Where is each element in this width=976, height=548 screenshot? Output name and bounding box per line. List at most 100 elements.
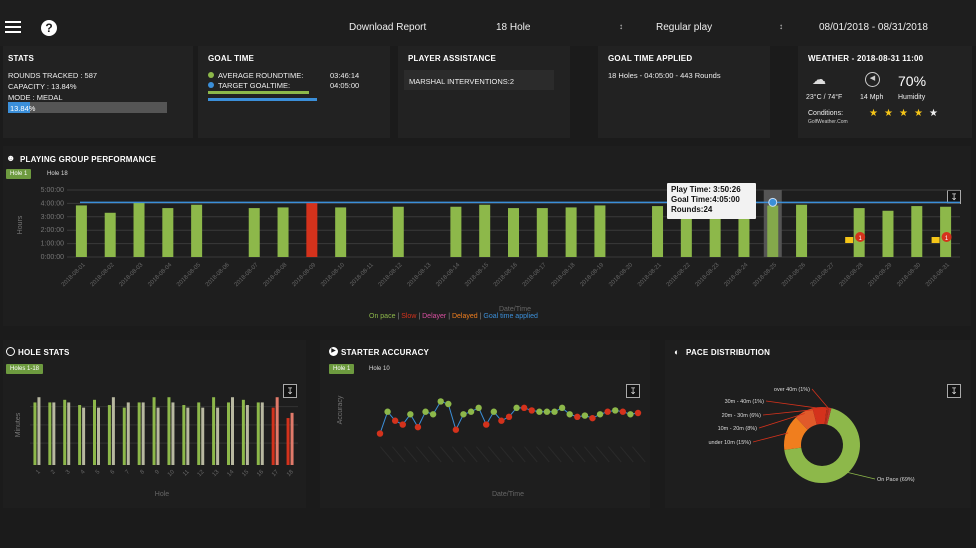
y-tick-label: 2:00:00 — [41, 227, 64, 234]
bar — [162, 208, 174, 257]
rounds-tracked: ROUNDS TRACKED : 587 — [8, 71, 98, 80]
x-tick-label: 4 — [80, 469, 87, 476]
download-icon[interactable]: ↧ — [283, 384, 297, 398]
data-point — [604, 408, 611, 415]
weather-panel — [798, 46, 972, 138]
x-tick-label: 10 — [167, 469, 176, 478]
x-axis-label: Hole — [155, 491, 170, 498]
x-tick-label: 2018-08-01 — [61, 262, 87, 288]
bar — [335, 207, 347, 257]
y-axis-label: Hours — [17, 215, 24, 234]
humidity-label: Humidity — [898, 94, 926, 101]
cloud-rain-icon: ☁ — [812, 71, 826, 87]
pie-leader-line — [758, 413, 805, 429]
x-tick-label: 2018-08-13 — [407, 262, 433, 288]
x-tick-label — [451, 446, 466, 463]
x-tick-label: 2018-08-26 — [781, 262, 807, 288]
holes-select[interactable]: 18 Hole — [496, 22, 531, 33]
bar — [122, 407, 126, 465]
x-tick-label: 2018-08-22 — [666, 262, 692, 288]
x-tick-label: 2018-08-12 — [378, 262, 404, 288]
help-icon[interactable]: ? — [41, 20, 57, 36]
data-point — [376, 430, 384, 437]
download-report-button[interactable]: Download Report — [349, 22, 427, 33]
mode-select[interactable]: Regular play — [656, 22, 713, 33]
data-point — [520, 404, 528, 412]
bar — [93, 399, 96, 465]
pie-slice — [795, 408, 817, 430]
bar — [37, 397, 41, 465]
weather-source: GolfWeather.Com — [808, 119, 848, 125]
bar — [111, 397, 115, 465]
capacity-bar-label: 13.84% — [10, 104, 36, 113]
legend-separator: | — [418, 313, 421, 320]
bar — [48, 402, 52, 465]
x-tick-label: 2018-08-06 — [205, 262, 231, 288]
bar — [137, 402, 141, 465]
download-icon[interactable]: ↧ — [626, 384, 640, 398]
bar — [738, 207, 750, 257]
data-point — [596, 411, 604, 418]
bar — [256, 402, 260, 465]
pie-slice — [812, 407, 827, 425]
marshal-interventions: MARSHAL INTERVENTIONS:2 — [409, 77, 515, 86]
bar — [156, 407, 160, 465]
bar — [231, 397, 234, 465]
star-icon: ★ — [899, 108, 908, 119]
bar — [182, 405, 186, 465]
x-tick-label: 2018-08-29 — [867, 262, 893, 288]
capacity-bar-fill — [8, 102, 30, 113]
bar — [286, 418, 290, 465]
pie-leader-line — [765, 400, 828, 410]
bar — [201, 407, 205, 465]
x-tick-label: 2018-08-31 — [925, 262, 951, 288]
x-tick-label — [572, 446, 586, 463]
bar — [680, 206, 692, 257]
legend-delayed: Delayed — [451, 313, 478, 320]
data-point — [634, 409, 642, 417]
x-tick-label — [512, 446, 526, 463]
tab-hole-1[interactable]: Hole 1 — [329, 364, 355, 374]
x-tick-label: 2018-08-30 — [896, 262, 922, 288]
alert-badge — [941, 232, 952, 242]
bar — [248, 208, 260, 257]
date-range-picker[interactable]: 08/01/2018 - 08/31/2018 — [819, 22, 928, 33]
bar — [392, 206, 404, 257]
tab-hole-1[interactable]: Hole 1 — [6, 169, 32, 179]
x-tick-label — [428, 446, 442, 463]
tab-hole-10[interactable]: Hole 10 — [369, 366, 390, 372]
bar — [197, 402, 201, 465]
legend-separator: | — [479, 313, 482, 320]
legend-goal-time: Goal time applied — [483, 313, 538, 320]
menu-icon[interactable] — [5, 21, 21, 33]
x-tick-label: 9 — [154, 469, 161, 476]
data-point — [445, 400, 452, 408]
data-point — [414, 423, 422, 431]
tooltip-play-time: Play Time: 3:50:26 — [671, 185, 741, 194]
goal-time-applied-title: GOAL TIME APPLIED — [608, 54, 693, 63]
bar — [565, 207, 577, 257]
bar — [277, 207, 289, 257]
download-icon[interactable]: ↧ — [947, 384, 961, 398]
tab-holes-1-18[interactable]: Holes 1-18 — [6, 364, 44, 374]
x-tick-label: 5 — [95, 469, 102, 476]
data-point — [627, 411, 634, 418]
average-roundtime-label: AVERAGE ROUNDTIME: — [218, 71, 304, 80]
target-icon — [6, 347, 15, 356]
x-tick-label: 2018-08-17 — [522, 262, 548, 288]
pie-label: over 40m (1%) — [774, 387, 810, 393]
bar — [75, 205, 87, 257]
y-tick-label: 0:00:00 — [41, 254, 64, 261]
tooltip-goal-time: Goal Time:4:05:00 — [671, 195, 740, 204]
x-tick-label — [548, 446, 562, 463]
x-tick-label — [584, 446, 598, 463]
data-point — [399, 421, 406, 428]
x-tick-label: 17 — [271, 469, 280, 478]
tab-hole-18[interactable]: Hole 18 — [47, 171, 68, 177]
chart-tooltip: Play Time: 3:50:26 Goal Time:4:05:00 Rou… — [667, 183, 756, 219]
x-tick-label — [440, 446, 454, 463]
stats-panel — [3, 46, 193, 138]
data-point — [467, 408, 475, 415]
pie-slice — [784, 417, 808, 450]
x-tick-label: 13 — [212, 469, 221, 478]
